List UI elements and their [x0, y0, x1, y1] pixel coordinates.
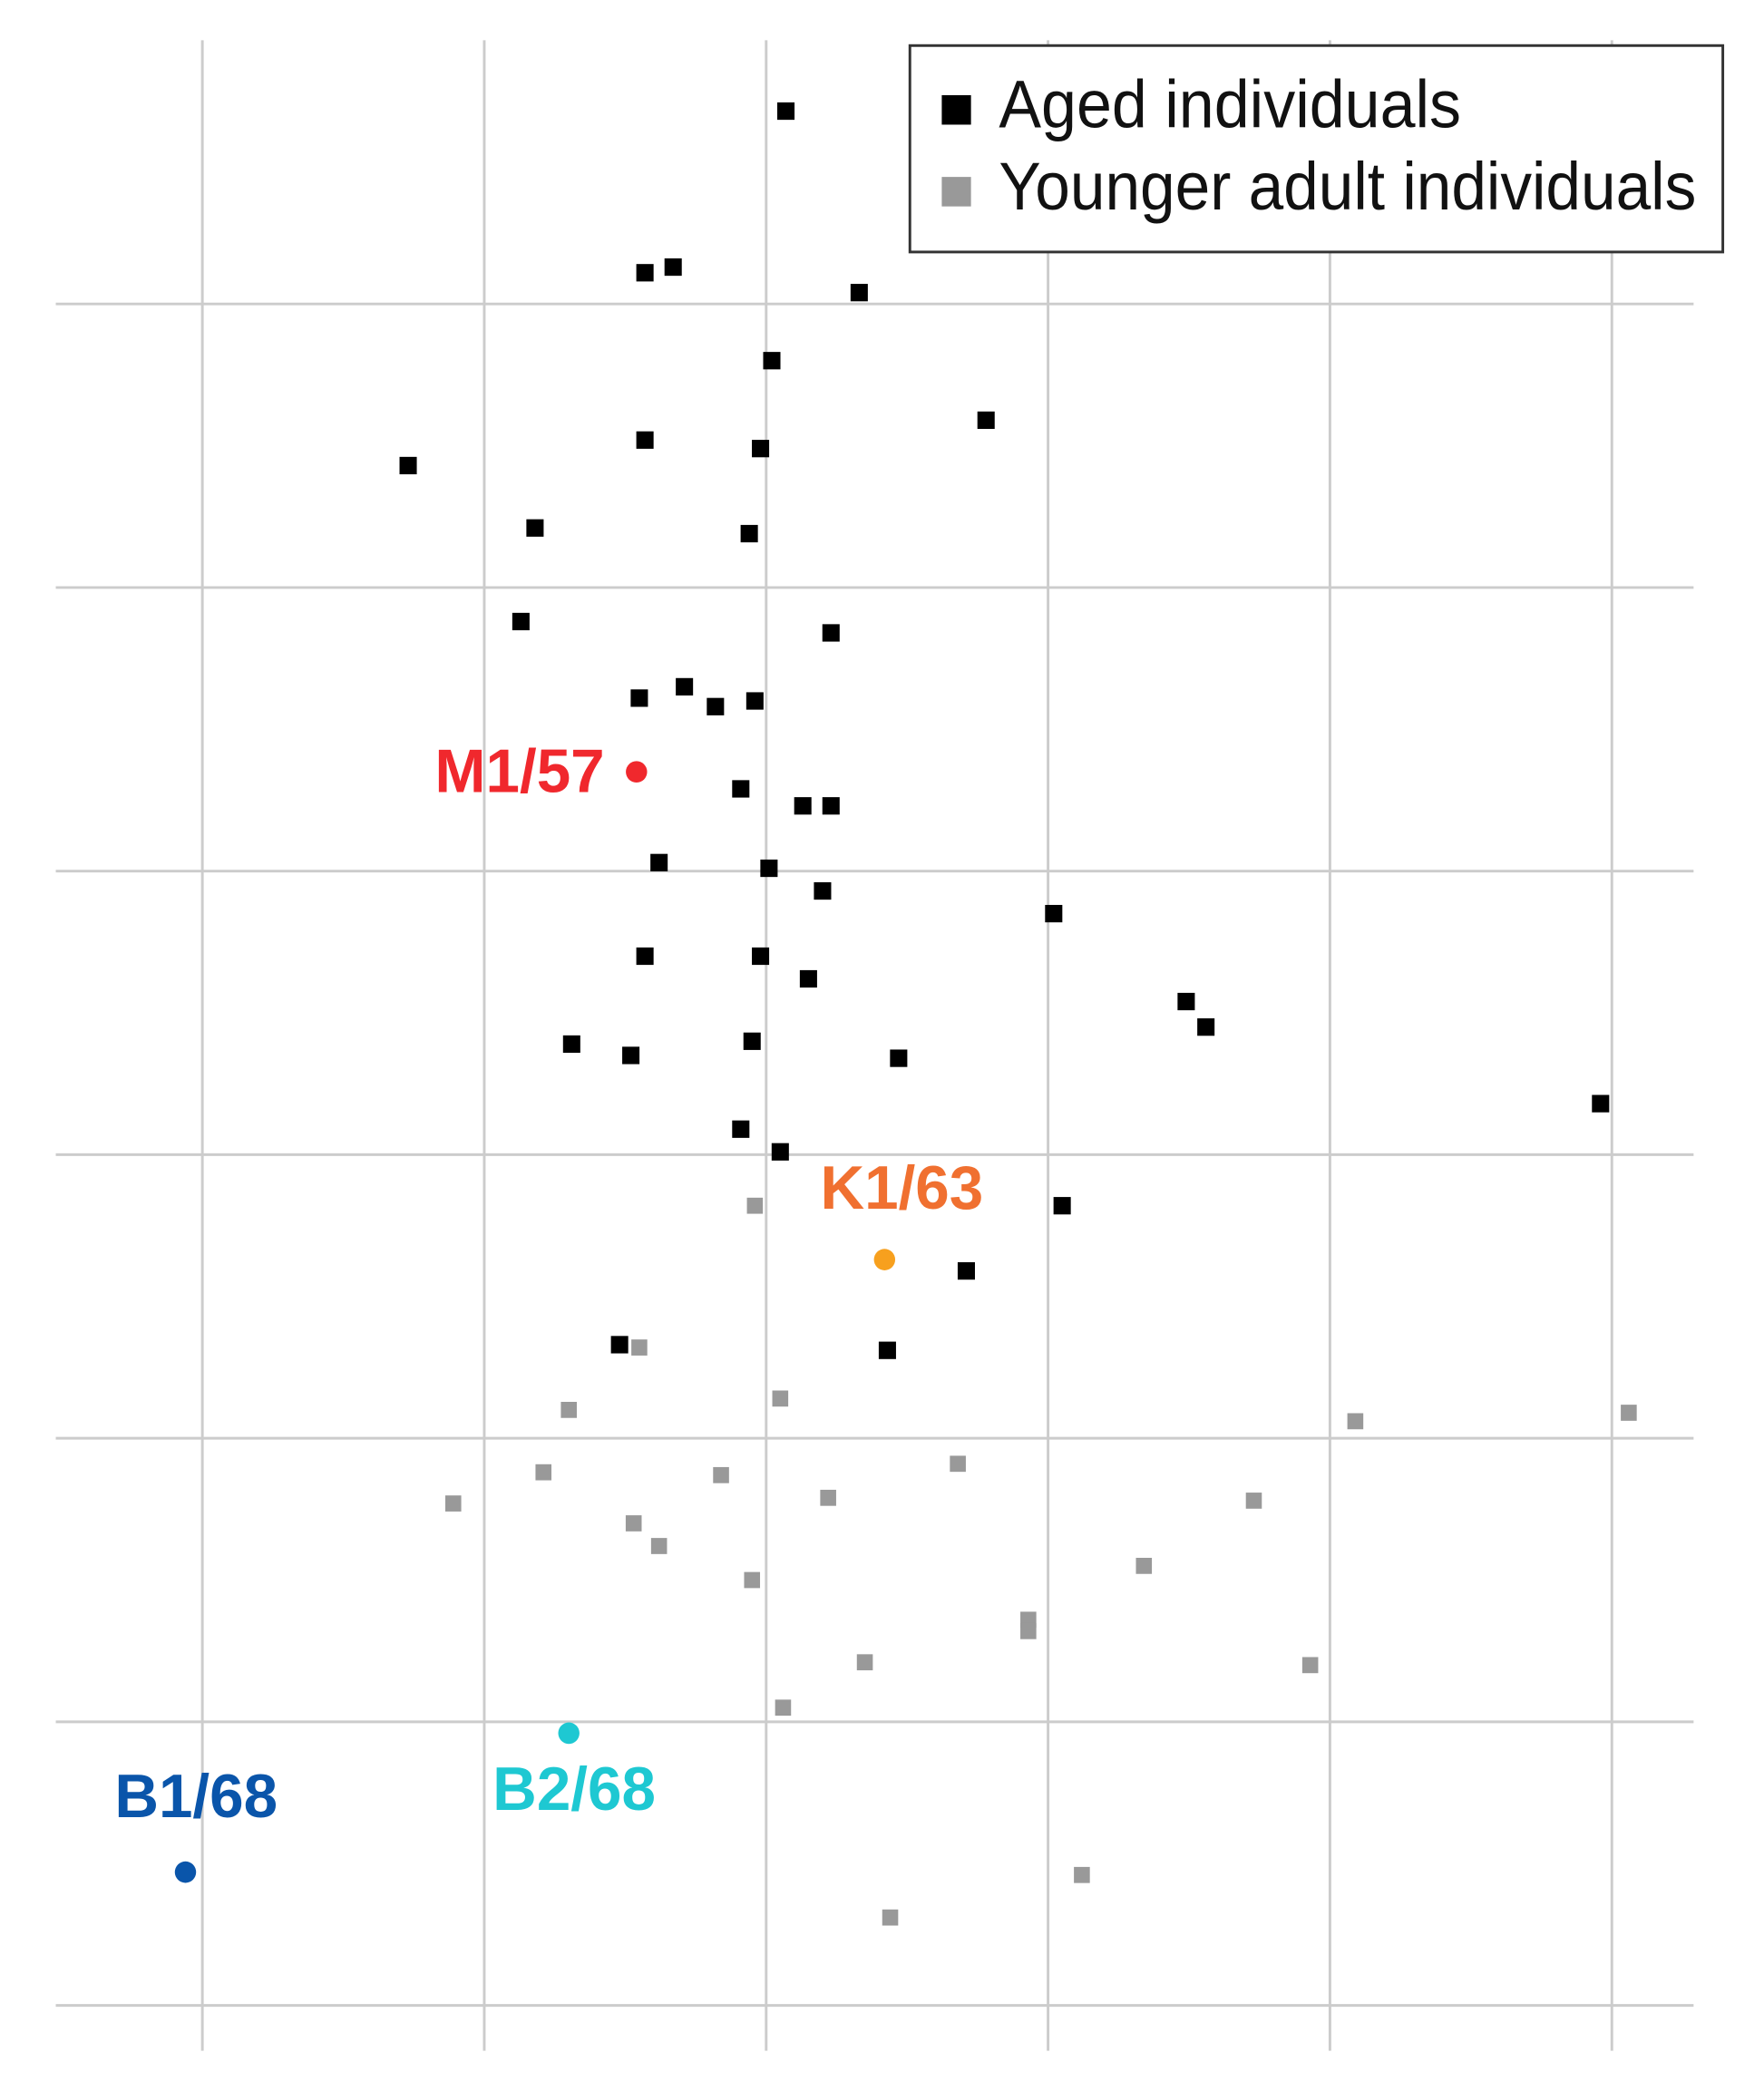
point [822, 797, 840, 815]
point [707, 697, 725, 715]
point [743, 1032, 761, 1050]
highlight-label: K1/63 [820, 1154, 983, 1222]
point [1053, 1197, 1071, 1215]
point [631, 1339, 648, 1356]
highlight-label: M1/57 [434, 737, 604, 805]
point [850, 284, 868, 302]
point [636, 264, 654, 282]
point [957, 1262, 975, 1280]
point [630, 689, 648, 707]
point [794, 797, 812, 815]
legend-label: Aged individuals [999, 66, 1461, 141]
point [1245, 1493, 1262, 1509]
point [625, 1515, 642, 1532]
point [882, 1909, 899, 1926]
highlight-point [174, 1861, 197, 1883]
point [1301, 1657, 1319, 1674]
point [732, 780, 750, 798]
point [399, 456, 417, 475]
point [610, 1336, 629, 1354]
point [775, 1699, 792, 1717]
point [771, 1143, 789, 1161]
highlight-point [626, 761, 648, 783]
point [746, 1197, 764, 1214]
legend-swatch [941, 94, 971, 125]
grid [55, 40, 1694, 2051]
point [622, 1046, 640, 1065]
highlight-point [558, 1722, 580, 1745]
legend-swatch [941, 177, 971, 207]
point [650, 1538, 668, 1554]
point [820, 1489, 836, 1506]
point [1020, 1622, 1037, 1639]
highlight-point [873, 1249, 896, 1270]
point [732, 1120, 750, 1138]
point [746, 692, 764, 710]
point [676, 677, 694, 695]
legend-box [908, 44, 1725, 254]
point [1621, 1405, 1637, 1421]
point [760, 859, 778, 878]
point [535, 1464, 552, 1481]
legend-label: Younger adult individuals [999, 149, 1696, 224]
point [1135, 1558, 1153, 1574]
point [740, 524, 758, 543]
point [977, 411, 995, 430]
marks: M1/57 K1/63 B2/68 B1/68 [114, 102, 1637, 1926]
highlight-label: B2/68 [492, 1755, 656, 1824]
point [814, 881, 832, 900]
point [772, 1390, 789, 1407]
point [799, 969, 817, 988]
point [856, 1654, 873, 1671]
point [560, 1401, 577, 1418]
point [950, 1455, 966, 1473]
legend: Aged individuals Younger adult individual… [908, 44, 1725, 254]
point [636, 947, 654, 966]
point [1045, 904, 1063, 923]
point [763, 352, 781, 370]
point [777, 102, 795, 121]
point [636, 431, 654, 449]
point [512, 612, 530, 631]
point [562, 1035, 580, 1054]
point [664, 258, 682, 277]
point [1347, 1413, 1364, 1430]
point [1074, 1866, 1090, 1883]
point [752, 440, 770, 458]
point [890, 1049, 908, 1067]
point [444, 1495, 462, 1512]
point [878, 1341, 896, 1359]
point [752, 947, 770, 966]
point [650, 853, 668, 871]
point [526, 519, 544, 537]
point [1592, 1094, 1610, 1113]
point [1177, 992, 1195, 1011]
point [713, 1466, 729, 1483]
highlight-label: B1/68 [114, 1763, 278, 1831]
point [744, 1571, 761, 1589]
point [822, 624, 840, 642]
point [1197, 1018, 1215, 1036]
